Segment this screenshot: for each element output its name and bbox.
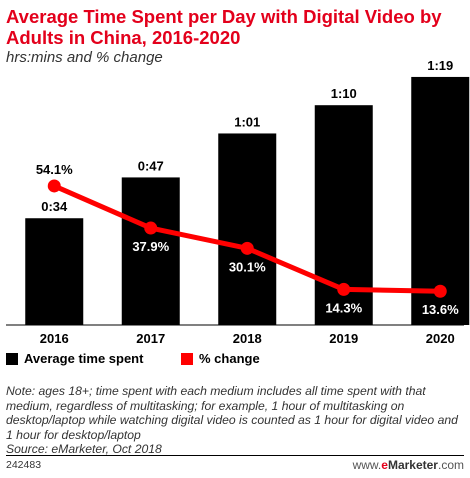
x-tick-2017: 2017 xyxy=(136,331,165,346)
change-point-2017 xyxy=(144,221,158,235)
x-tick-2020: 2020 xyxy=(426,331,455,346)
footer-chart-id: 242483 xyxy=(6,459,42,471)
bar-label-2019: 1:10 xyxy=(331,86,357,101)
chart-subtitle: hrs:mins and % change xyxy=(6,49,163,66)
legend-item-line: % change xyxy=(181,351,260,366)
x-tick-2019: 2019 xyxy=(329,331,358,346)
chart-plot: 0:34 2016 0:47 2017 1:01 2018 1:10 2019 1:19 2020… xyxy=(6,58,470,346)
change-point-2016 xyxy=(47,179,61,193)
footer-divider xyxy=(6,455,464,456)
bar-2017 xyxy=(121,177,180,325)
legend-label-line: % change xyxy=(199,351,260,366)
brand-prefix: www. xyxy=(352,458,382,472)
brand-name: Marketer xyxy=(387,458,438,472)
change-label-2017: 37.9% xyxy=(132,239,169,254)
note-text: Note: ages 18+; time spent with each med… xyxy=(6,384,458,442)
brand-e: e xyxy=(381,458,388,472)
brand-suffix: .com xyxy=(437,458,464,472)
change-label-2019: 14.3% xyxy=(325,300,362,315)
bar-label-2017: 0:47 xyxy=(138,158,164,173)
chart-note: Note: ages 18+; time spent with each med… xyxy=(6,384,464,457)
legend-swatch-line xyxy=(181,352,193,365)
change-point-2020 xyxy=(433,284,447,298)
change-label-2020: 13.6% xyxy=(422,302,459,317)
x-tick-2016: 2016 xyxy=(40,331,69,346)
change-point-2018 xyxy=(240,241,254,255)
bar-2016 xyxy=(25,218,84,325)
chart-title: Average Time Spent per Day with Digital … xyxy=(6,6,442,48)
footer-brand: www.eMarketer.com xyxy=(353,458,464,472)
x-tick-2018: 2018 xyxy=(233,331,262,346)
bar-label-2016: 0:34 xyxy=(41,199,68,214)
legend-swatch-bar xyxy=(6,352,18,365)
bar-2018 xyxy=(218,133,277,325)
change-label-2018: 30.1% xyxy=(229,259,266,274)
change-label-2016: 54.1% xyxy=(36,162,73,177)
bar-2020 xyxy=(411,76,470,325)
bar-label-2018: 1:01 xyxy=(234,114,260,129)
legend-item-bar: Average time spent xyxy=(6,351,143,366)
note-source: Source: eMarketer, Oct 2018 xyxy=(6,442,162,456)
legend-label-bar: Average time spent xyxy=(24,351,144,366)
bar-label-2020: 1:19 xyxy=(427,58,453,73)
change-point-2019 xyxy=(337,282,351,296)
